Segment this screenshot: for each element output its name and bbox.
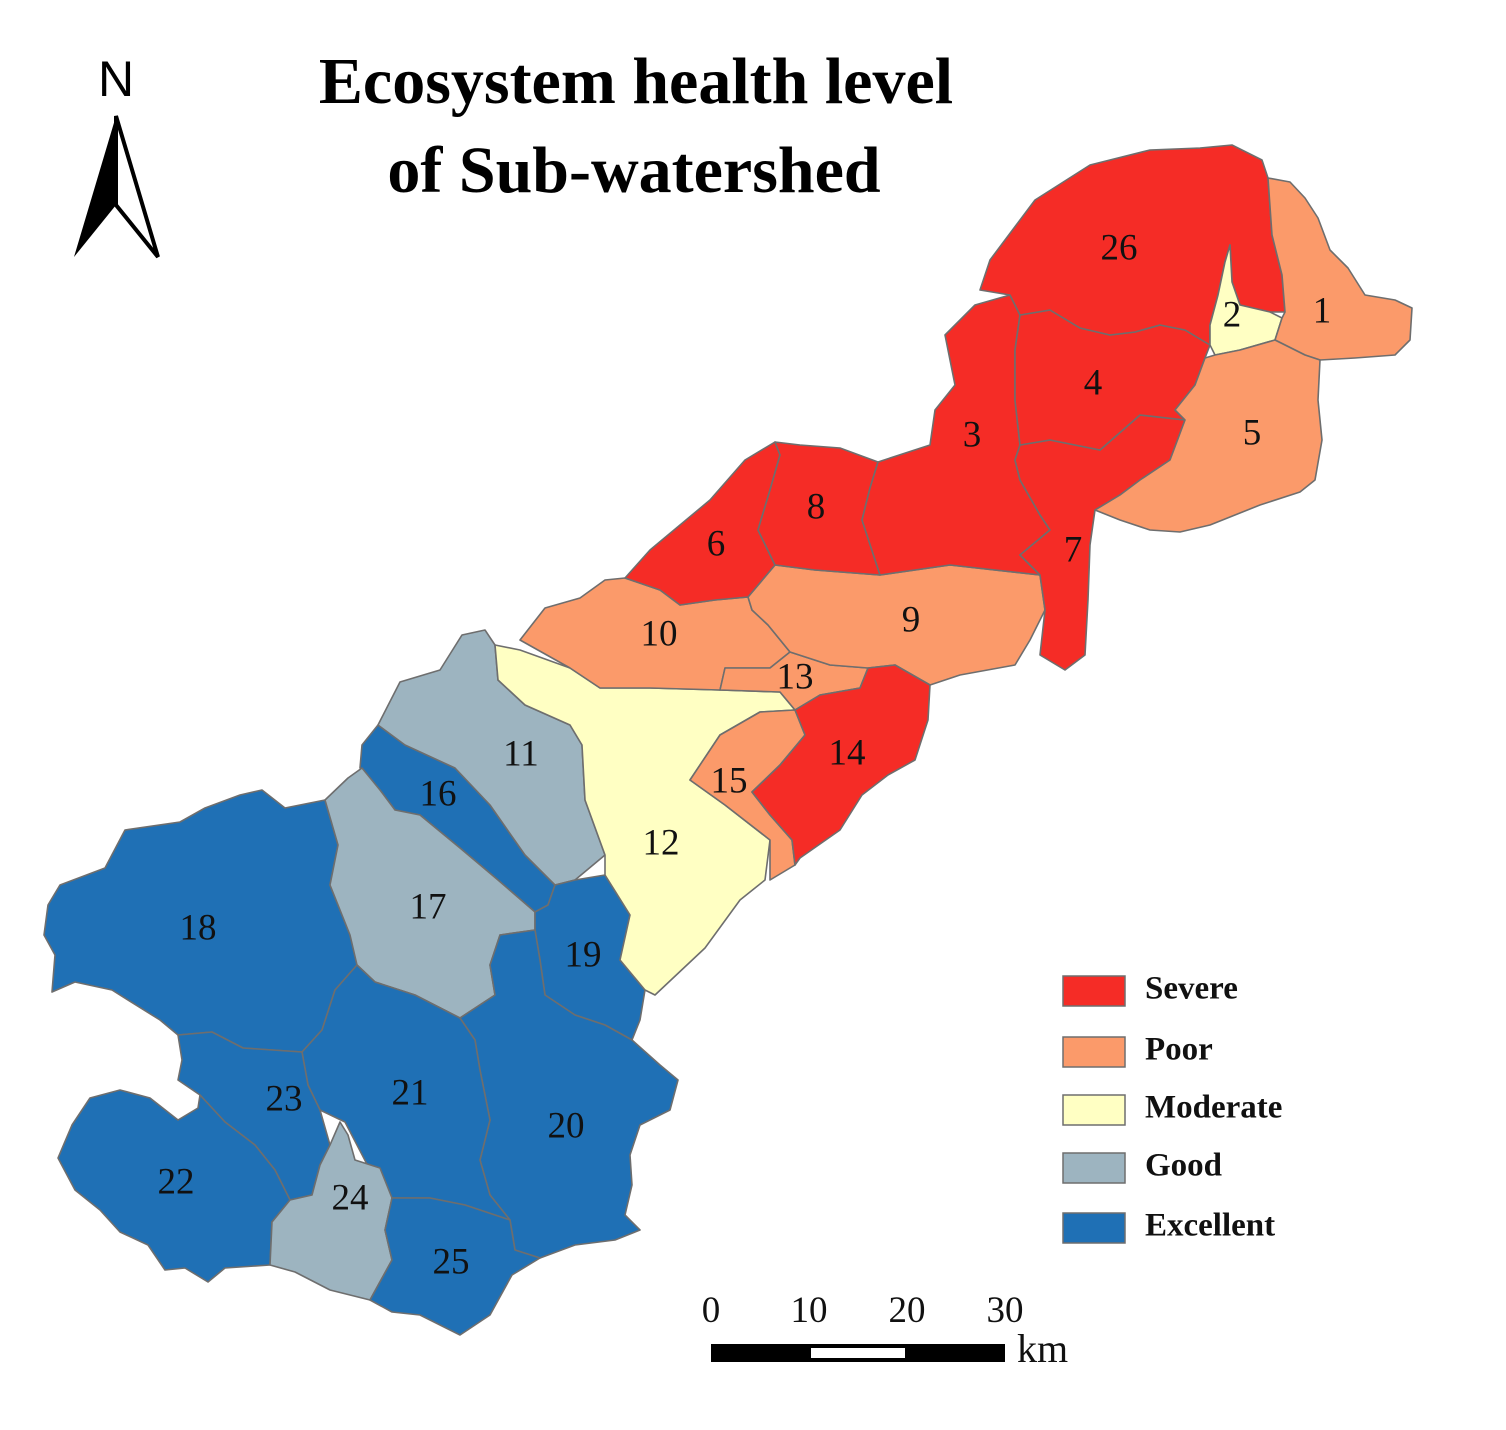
scale-segment-1 <box>711 1344 809 1362</box>
label-6: 6 <box>707 523 726 564</box>
label-7: 7 <box>1064 529 1083 570</box>
sub-watershed-14 <box>751 664 931 866</box>
label-15: 15 <box>711 760 748 801</box>
north-arrow-right-half <box>114 115 160 259</box>
label-12: 12 <box>643 822 680 863</box>
north-arrow-left-half <box>74 116 116 257</box>
scale-unit-label: km <box>1017 1326 1068 1371</box>
label-17: 17 <box>410 886 447 927</box>
legend-swatch-moderate <box>1062 1094 1126 1126</box>
legend-label-severe: Severe <box>1145 971 1238 1007</box>
scale-tick-0: 0 <box>702 1290 721 1331</box>
label-2: 2 <box>1223 294 1242 335</box>
label-3: 3 <box>963 414 982 455</box>
scale-bar: 0 10 20 30 km <box>702 1290 1068 1371</box>
label-22: 22 <box>158 1161 195 1202</box>
label-25: 25 <box>433 1241 470 1282</box>
legend: Severe Poor Moderate Good Excellent <box>1062 971 1282 1244</box>
title-line-2: of Sub-watershed <box>387 134 880 207</box>
scale-tick-30: 30 <box>987 1290 1024 1331</box>
label-24: 24 <box>332 1177 369 1218</box>
label-13: 13 <box>777 656 814 697</box>
legend-label-moderate: Moderate <box>1145 1090 1282 1126</box>
label-11: 11 <box>503 733 539 774</box>
legend-label-good: Good <box>1145 1148 1222 1184</box>
sub-watershed-25 <box>369 1197 541 1336</box>
label-18: 18 <box>180 907 217 948</box>
scale-segment-2 <box>807 1344 909 1362</box>
legend-label-poor: Poor <box>1145 1032 1213 1068</box>
label-1: 1 <box>1313 290 1332 331</box>
label-19: 19 <box>565 934 602 975</box>
scale-tick-20: 20 <box>889 1290 926 1331</box>
sub-watershed-5 <box>1094 339 1323 533</box>
sub-watershed-6 <box>624 441 781 606</box>
legend-swatch-excellent <box>1062 1212 1126 1244</box>
sub-watershed-7 <box>1014 414 1186 671</box>
scale-segment-3 <box>907 1344 1005 1362</box>
label-26: 26 <box>1101 227 1138 268</box>
scale-tick-10: 10 <box>791 1290 828 1331</box>
label-8: 8 <box>807 486 826 527</box>
legend-swatch-severe <box>1062 975 1126 1007</box>
title-line-1: Ecosystem health level <box>319 45 953 118</box>
sub-watershed-1 <box>1267 177 1413 361</box>
map-title: Ecosystem health level of Sub-watershed <box>319 45 953 207</box>
label-20: 20 <box>548 1105 585 1146</box>
label-9: 9 <box>902 599 921 640</box>
label-10: 10 <box>641 613 678 654</box>
north-arrow-icon: N <box>74 51 160 259</box>
label-4: 4 <box>1084 362 1103 403</box>
label-5: 5 <box>1243 412 1262 453</box>
label-16: 16 <box>420 773 457 814</box>
label-23: 23 <box>266 1078 303 1119</box>
legend-label-excellent: Excellent <box>1145 1208 1275 1244</box>
label-14: 14 <box>829 732 866 773</box>
label-21: 21 <box>392 1072 429 1113</box>
sub-watershed-labels: 1 2 3 4 5 6 7 8 9 10 11 12 13 14 15 16 1… <box>158 227 1332 1282</box>
north-label: N <box>98 51 134 107</box>
sub-watershed-regions <box>43 144 1413 1336</box>
legend-swatch-poor <box>1062 1036 1126 1068</box>
legend-swatch-good <box>1062 1152 1126 1184</box>
